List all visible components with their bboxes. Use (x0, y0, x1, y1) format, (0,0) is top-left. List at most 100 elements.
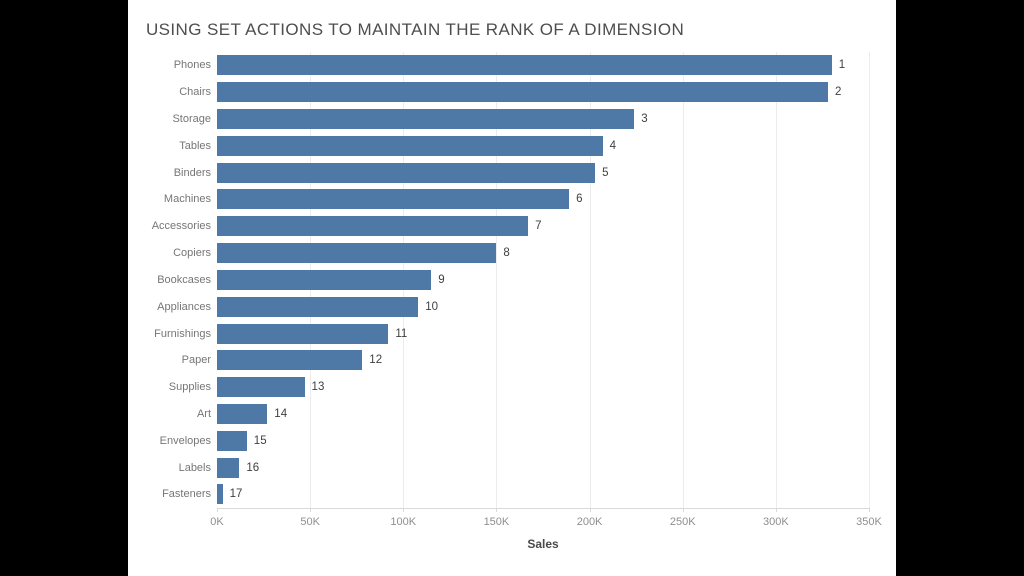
tick-mark (217, 508, 218, 512)
chart-canvas: USING SET ACTIONS TO MAINTAIN THE RANK O… (128, 0, 896, 576)
bar-track: 5 (217, 159, 869, 186)
rank-label: 12 (369, 354, 383, 367)
bar-track: 8 (217, 240, 869, 267)
sales-bar[interactable] (217, 430, 247, 451)
sales-bar[interactable] (217, 269, 432, 290)
category-label: Tables (179, 139, 211, 152)
rank-label: 11 (395, 327, 408, 340)
category-label: Bookcases (157, 273, 211, 286)
bar-track: 6 (217, 186, 869, 213)
x-axis-title: Sales (527, 537, 559, 551)
rank-label: 17 (229, 488, 243, 501)
sales-bar[interactable] (217, 162, 596, 183)
rank-label: 10 (425, 300, 438, 313)
rank-label: 5 (602, 166, 609, 179)
gridline (775, 52, 777, 508)
category-label: Labels (178, 461, 211, 474)
tick-mark (310, 508, 312, 512)
category-label: Fasteners (162, 488, 211, 501)
x-tick-label: 50K (300, 516, 320, 528)
bar-row: Supplies 13 (128, 374, 869, 401)
bar-row: Accessories 7 (128, 213, 869, 240)
bar-chart-plot-area: Phones 1 Chairs 2 Storage 3 Tables 4 Binders 5 Mac… (128, 52, 870, 508)
bar-track: 16 (217, 454, 869, 481)
bar-row: Paper 12 (128, 347, 869, 374)
bar-row: Tables 4 (128, 132, 869, 159)
category-label: Paper (181, 354, 211, 367)
rank-label: 4 (609, 139, 617, 152)
sales-bar[interactable] (217, 350, 363, 371)
bar-row: Phones 1 (128, 52, 869, 79)
sales-bar[interactable] (217, 189, 570, 210)
rank-label: 7 (535, 220, 542, 233)
bar-row: Copiers 8 (128, 240, 869, 267)
rank-label: 14 (274, 407, 288, 420)
category-label: Furnishings (154, 327, 211, 340)
gridline (589, 52, 591, 508)
category-label: Copiers (173, 247, 211, 260)
bar-row: Furnishings 11 (128, 320, 869, 347)
bar-row: Machines 6 (128, 186, 869, 213)
category-label: Storage (172, 113, 211, 126)
category-label: Chairs (179, 86, 211, 99)
rank-label: 13 (311, 381, 325, 394)
rank-label: 1 (838, 59, 846, 72)
x-tick-label: 100K (390, 516, 417, 528)
bar-track: 7 (217, 213, 869, 240)
bar-row: Bookcases 9 (128, 267, 869, 294)
bar-row: Fasteners 17 (128, 481, 869, 508)
rank-label: 8 (503, 247, 510, 260)
bar-row: Art 14 (128, 401, 869, 428)
tick-mark (682, 508, 684, 512)
sales-bar[interactable] (217, 109, 635, 130)
bar-track: 11 (217, 320, 869, 347)
sales-bar[interactable] (217, 457, 240, 478)
bar-row: Appliances 10 (128, 293, 869, 320)
rank-label: 3 (641, 113, 648, 126)
sales-bar[interactable] (217, 377, 305, 398)
sales-bar[interactable] (217, 484, 223, 505)
gridline (682, 52, 684, 508)
bar-track: 14 (217, 401, 869, 428)
bar-track: 2 (217, 79, 869, 106)
tick-mark (869, 508, 870, 512)
rank-label: 9 (438, 273, 445, 286)
x-tick-label: 300K (762, 516, 789, 528)
category-label: Accessories (151, 220, 211, 233)
category-label: Machines (163, 193, 211, 206)
rank-label: 15 (253, 434, 267, 447)
sales-bar[interactable] (217, 243, 497, 264)
sales-bar[interactable] (217, 135, 603, 156)
sales-bar[interactable] (217, 296, 419, 317)
rank-label: 6 (576, 193, 583, 206)
tick-mark (589, 508, 591, 512)
bar-row: Storage 3 (128, 106, 869, 133)
bar-track: 1 (217, 52, 869, 79)
sales-bar[interactable] (217, 403, 268, 424)
sales-bar[interactable] (217, 216, 529, 237)
category-label: Supplies (168, 381, 211, 394)
category-label: Appliances (157, 300, 211, 313)
category-label: Binders (173, 166, 211, 179)
rank-label: 16 (246, 461, 260, 474)
bar-track: 3 (217, 106, 869, 133)
x-axis-line (217, 508, 869, 509)
bar-track: 17 (217, 481, 869, 508)
x-tick-label: 350K (856, 516, 882, 528)
sales-bar[interactable] (217, 55, 832, 76)
category-label: Phones (173, 59, 211, 72)
rank-label: 2 (835, 86, 842, 99)
bar-track: 12 (217, 347, 869, 374)
tick-mark (403, 508, 405, 512)
bar-rows: Phones 1 Chairs 2 Storage 3 Tables 4 Binders 5 Mac… (128, 52, 869, 508)
category-label: Art (196, 407, 211, 420)
bar-track: 4 (217, 132, 869, 159)
sales-bar[interactable] (217, 82, 829, 103)
x-tick-label: 0K (210, 516, 224, 528)
tick-mark (496, 508, 498, 512)
bar-track: 15 (217, 427, 869, 454)
bar-track: 9 (217, 267, 869, 294)
bar-row: Labels 16 (128, 454, 869, 481)
tick-mark (775, 508, 777, 512)
sales-bar[interactable] (217, 323, 389, 344)
